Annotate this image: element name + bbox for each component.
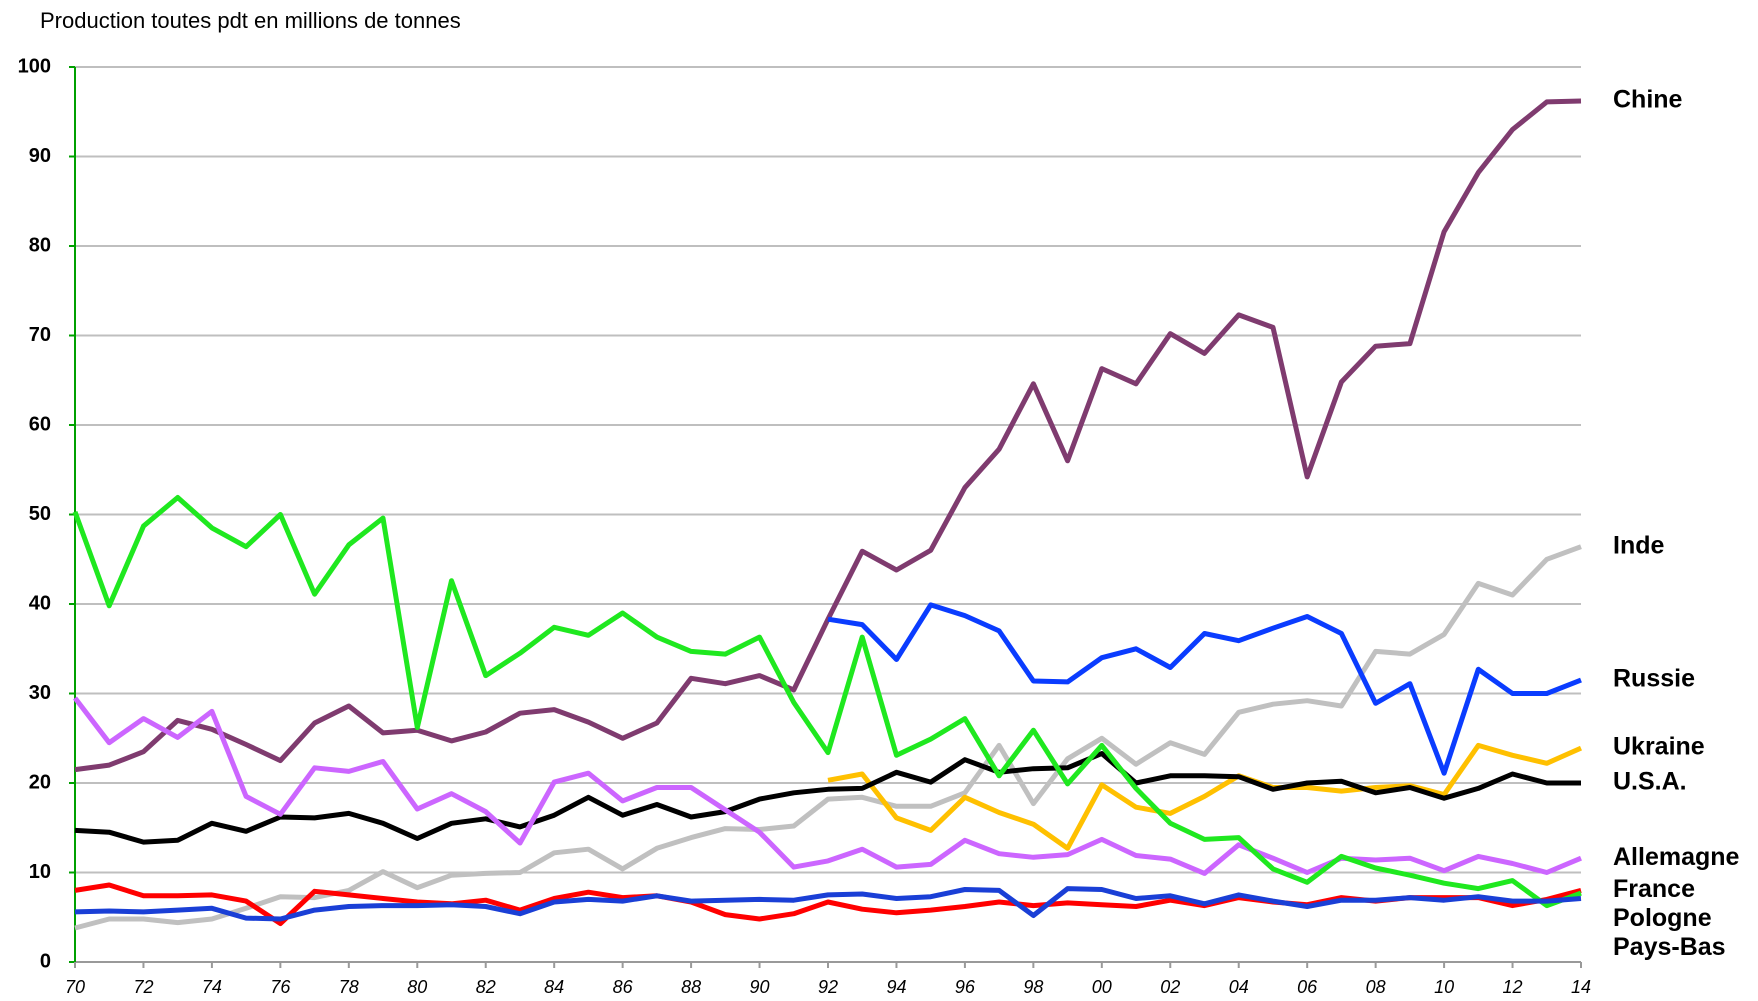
series-line xyxy=(74,544,1582,931)
y-tick-label: 10 xyxy=(29,861,51,883)
series-line xyxy=(74,751,1581,845)
series-label: Pays-Bas xyxy=(1613,933,1726,961)
y-tick-label: 60 xyxy=(29,413,51,435)
x-tick-label: 12 xyxy=(1503,977,1523,997)
series-line xyxy=(74,882,1582,926)
series-line xyxy=(72,495,1582,909)
series-label: Pologne xyxy=(1613,904,1712,932)
x-tick-label: 80 xyxy=(407,977,427,997)
series-line xyxy=(74,886,1582,922)
x-tick-label: 76 xyxy=(270,977,291,997)
y-tick-label: 70 xyxy=(29,324,51,346)
x-tick-label: 98 xyxy=(1023,977,1043,997)
x-tick-label: 90 xyxy=(750,977,770,997)
series-label: Inde xyxy=(1613,531,1664,559)
series-label: Chine xyxy=(1613,86,1683,114)
y-tick-label: 0 xyxy=(40,950,51,972)
x-tick-label: 82 xyxy=(476,977,496,997)
y-tick-label: 50 xyxy=(29,503,51,525)
y-tick-label: 80 xyxy=(29,234,51,256)
series-label: U.S.A. xyxy=(1613,768,1687,796)
y-tick-label: 100 xyxy=(18,55,51,77)
series-label: Allemagne xyxy=(1613,843,1740,871)
x-tick-label: 04 xyxy=(1229,977,1249,997)
series-label: Ukraine xyxy=(1613,733,1705,761)
x-tick-label: 84 xyxy=(544,977,564,997)
series-label: Russie xyxy=(1613,665,1695,693)
y-tick-label: 20 xyxy=(29,771,51,793)
series-line xyxy=(74,98,1582,773)
x-tick-label: 88 xyxy=(681,977,701,997)
y-tick-label: 90 xyxy=(29,145,51,167)
x-tick-label: 08 xyxy=(1366,977,1386,997)
y-tick-label: 30 xyxy=(29,682,51,704)
x-tick-label: 86 xyxy=(613,977,634,997)
series-label: France xyxy=(1613,875,1695,903)
x-tick-label: 72 xyxy=(133,977,153,997)
x-tick-label: 02 xyxy=(1160,977,1180,997)
x-tick-label: 78 xyxy=(339,977,359,997)
x-tick-label: 94 xyxy=(886,977,906,997)
series-line xyxy=(827,742,1583,851)
series-line xyxy=(827,602,1582,776)
x-tick-label: 06 xyxy=(1297,977,1318,997)
x-tick-label: 00 xyxy=(1092,977,1112,997)
x-tick-label: 14 xyxy=(1571,977,1591,997)
x-tick-label: 10 xyxy=(1434,977,1454,997)
y-tick-label: 40 xyxy=(29,592,51,614)
x-tick-label: 92 xyxy=(818,977,838,997)
x-tick-label: 96 xyxy=(955,977,976,997)
x-tick-label: 70 xyxy=(65,977,85,997)
x-tick-label: 74 xyxy=(202,977,222,997)
chart-title: Production toutes pdt en millions de ton… xyxy=(40,8,461,33)
